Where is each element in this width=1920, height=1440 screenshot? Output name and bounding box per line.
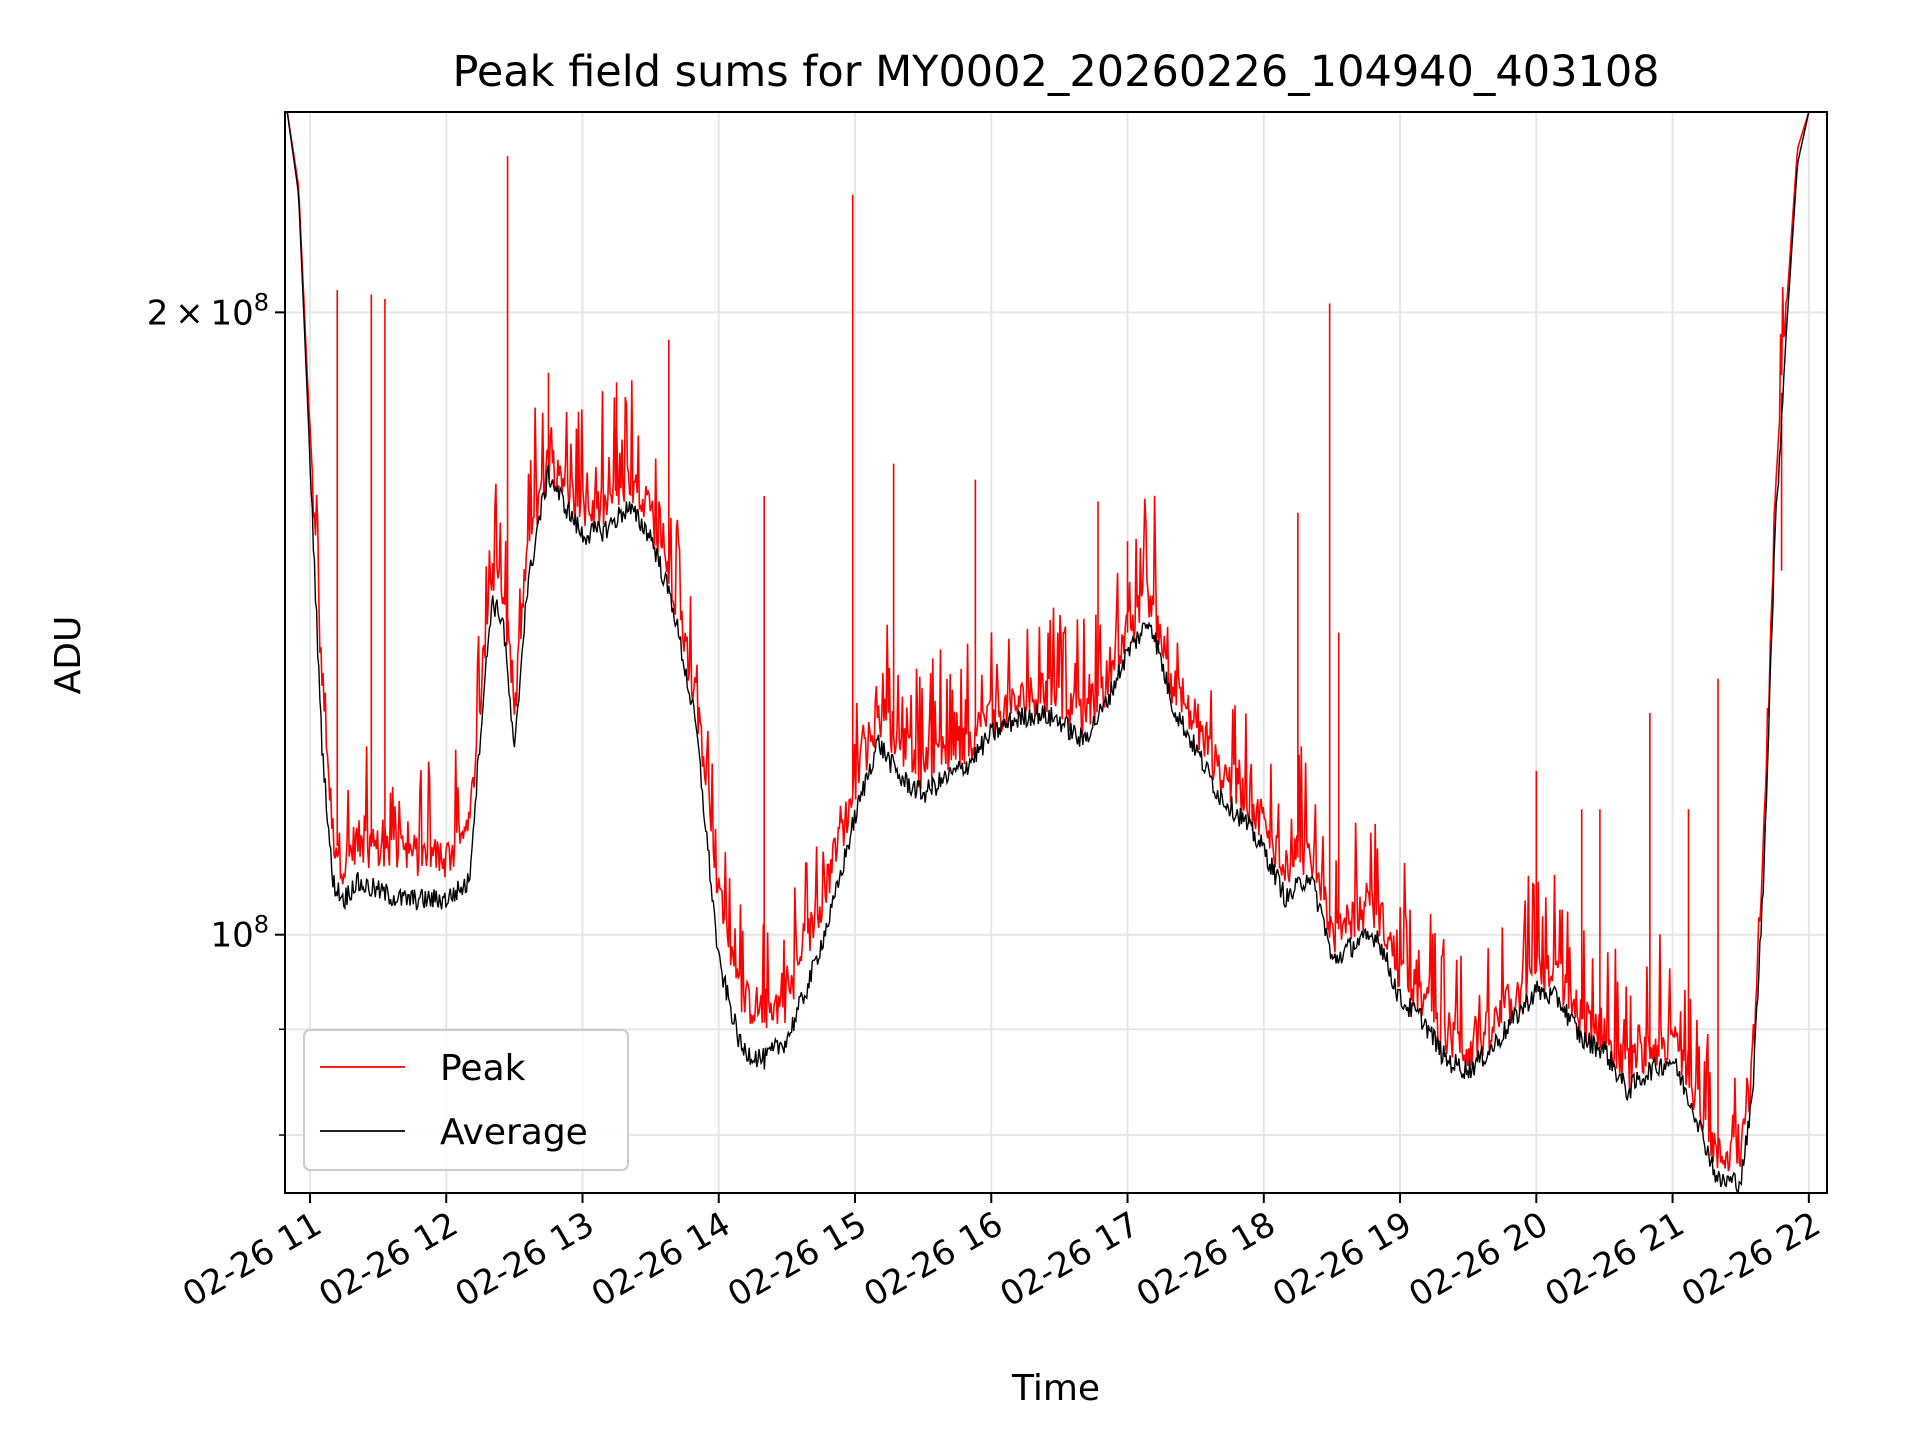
grid bbox=[285, 112, 1827, 1193]
peak-spikes bbox=[336, 156, 1783, 1158]
chart-title: Peak field sums for MY0002_20260226_1049… bbox=[452, 47, 1659, 97]
legend: Peak Average bbox=[303, 1029, 629, 1171]
y-tick-label: 2 × 108 bbox=[147, 288, 269, 333]
plot-area bbox=[286, 111, 1810, 1194]
y-axis-label: ADU bbox=[48, 616, 89, 695]
legend-label-peak: Peak bbox=[440, 1048, 526, 1089]
axes-frame bbox=[284, 111, 1828, 1194]
x-axis-label: Time bbox=[1011, 1368, 1100, 1409]
series-line-average bbox=[286, 111, 1810, 1194]
legend-label-average: Average bbox=[440, 1112, 588, 1153]
legend-box bbox=[303, 1029, 629, 1171]
series-line-peak bbox=[286, 111, 1810, 1172]
